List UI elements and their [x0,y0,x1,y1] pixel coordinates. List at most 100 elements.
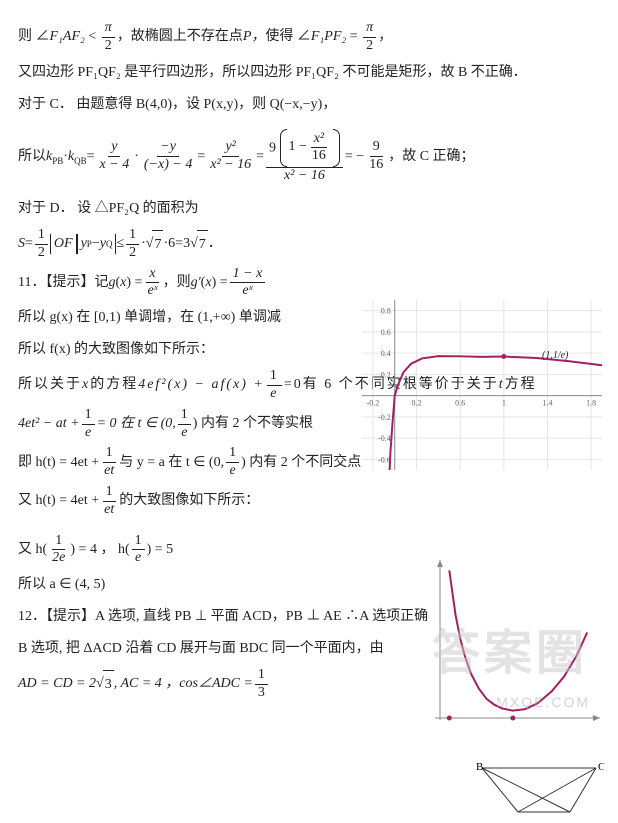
den: x² − 16 [281,168,328,185]
text: 所以关于 [18,371,82,399]
num: 1 [267,368,282,386]
arg1: 1 2e [49,533,68,568]
paren: ) = [126,269,142,297]
svg-text:-0.6: -0.6 [378,455,391,464]
one-e2: 1 e [82,407,95,442]
line-2: 又四边形 PF₁QF₂ 是平行四边形，所以四边形 PF₁QF₂ 不可能是矩形，故… [18,59,600,87]
arg2: 1 e [132,533,145,568]
text: ) 内有 2 个不同交点 [241,449,361,477]
num: π [102,20,115,38]
kqb: kQB [68,143,87,171]
period: ． [208,230,222,258]
num: y² [222,139,238,157]
frac3: y² x² − 16 [207,139,254,174]
text: 对于 C． 由题意得 B(4,0)，设 P(x,y)，则 Q(−x,−y)， [18,91,336,119]
le: ≤ [116,230,124,258]
text: ，则 [163,269,191,297]
den: 2 [35,245,48,262]
P: P， [243,23,266,51]
gp: g′ [191,269,201,297]
frac4: 9 1 − x² 16 x² − 16 [266,129,343,185]
num: 1 [226,445,239,463]
den: 16 [366,157,386,174]
svg-text:-0.4: -0.4 [378,434,391,443]
sub: PB [52,156,63,166]
svg-text:-0.2: -0.2 [378,413,391,422]
eq0: = [284,371,294,399]
of: OF [54,234,73,254]
frac2: −y (−x) − 4 [141,139,195,174]
zero: 0 [294,371,303,399]
six: 6 [168,230,175,258]
num: π [363,20,376,38]
den: eˣ [239,283,255,300]
line-8: 所以 g(x) 在 [0,1) 单调增，在 (1,+∞) 单调减 [18,304,368,332]
num: 1 [132,533,145,551]
den: (−x) − 4 [141,157,195,174]
line-3: 对于 C． 由题意得 B(4,0)，设 P(x,y)，则 Q(−x,−y)， [18,91,600,119]
line-18: AD = CD = 2 3 , AC = 4 ，cos∠ADC = 1 3 [18,667,478,702]
abs-yp-yq: yP − yQ [77,234,117,254]
text: B 选项, 把 ΔACD 沿着 CD 展开与面 BDC 同一个平面内，由 [18,635,384,663]
paren: 1 − x² 16 [280,129,340,168]
svg-text:0.2: 0.2 [381,370,391,379]
text: 11．【提示】记 [18,269,108,297]
den: 3 [255,685,268,702]
den: 2 [363,38,376,55]
line-13: 又 h(t) = 4et + 1 et 的大致图像如下所示： [18,484,428,519]
pi-over-2b: π 2 [363,20,376,55]
S: S [18,230,25,258]
den: et [101,463,117,480]
svg-text:-0.2: -0.2 [367,399,380,408]
text: ) = 4 ， h( [70,536,129,564]
text: 则 ∠ [18,23,50,51]
sqrt7b: 7 [190,230,208,259]
num: 1 [255,667,268,685]
num: 1 [103,445,116,463]
num: x [146,266,158,284]
frac1: y x − 4 [97,139,133,174]
math-f1pf2: F₁PF₂ [311,23,346,51]
line-6: S = 1 2 OF yP − yQ ≤ 1 2 · 7 · 6 = 3 7 ． [18,227,368,262]
text: 所以 g(x) 在 [0,1) 单调增，在 (1,+∞) 单调减 [18,304,281,332]
svg-text:1: 1 [502,399,506,408]
paren: ) = [212,269,228,297]
den: 2e [49,550,68,567]
svg-text:0.8: 0.8 [381,307,391,316]
x: x [82,371,90,399]
svg-text:0.6: 0.6 [455,399,465,408]
num: 1 [52,533,65,551]
x-over-ex: x eˣ [144,266,160,301]
text: ，故椭圆上不存在点 [117,23,243,51]
den: 2 [102,38,115,55]
num: x² [311,131,327,149]
math-f1af2: F₁AF₂ [50,23,85,51]
text: ， [378,23,392,51]
line-5: 对于 D． 设 △PF₂Q 的面积为 [18,195,600,223]
dot: · [134,143,139,171]
svg-text:0.6: 0.6 [381,328,391,337]
den: e [82,425,94,442]
den: et [101,502,117,519]
num: 1 [126,227,139,245]
text: ，故 C 正确； [388,143,474,171]
num: 9 [370,139,383,157]
text: 所以 f(x) 的大致图像如下所示： [18,336,214,364]
sqrt3: 3 [96,670,114,699]
line-17: B 选项, 把 ΔACD 沿着 CD 展开与面 BDC 同一个平面内，由 [18,635,478,663]
den: x − 4 [97,157,133,174]
eqneg: = − [345,143,364,171]
watermark-url: MXQE.COM [496,688,590,716]
den: eˣ [144,283,160,300]
one-e4: 1 e [226,445,239,480]
text: 使得 ∠ [265,23,311,51]
lt: < [85,23,100,51]
text: 又 h( [18,536,47,564]
inner-frac: x² 16 [309,131,329,166]
svg-text:C: C [598,761,604,773]
eq: = [197,143,205,171]
text: = 0 在 t ∈ (0, [97,410,176,438]
expr: 4et² − at + [18,410,80,438]
num: 1 [82,407,95,425]
svg-text:0.2: 0.2 [412,399,422,408]
